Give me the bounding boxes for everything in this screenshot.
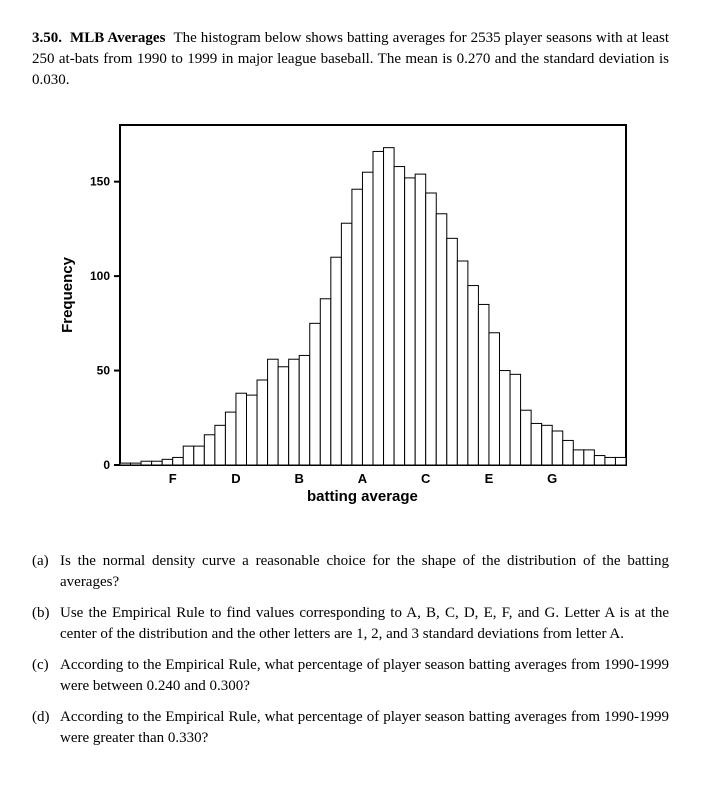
svg-text:0: 0 — [103, 458, 110, 472]
part-b-text: Use the Empirical Rule to find values co… — [60, 603, 669, 645]
svg-text:50: 50 — [97, 364, 111, 378]
svg-text:E: E — [485, 471, 494, 486]
histogram-chart: 0 50 100 150 Frequency F D B A C E Gbatting average — [42, 111, 669, 531]
svg-text:Frequency: Frequency — [59, 256, 76, 333]
part-d-marker: (d) — [32, 707, 60, 749]
part-c-marker: (c) — [32, 655, 60, 697]
part-a-text: Is the normal density curve a reasonable… — [60, 551, 669, 593]
part-a-marker: (a) — [32, 551, 60, 593]
part-d-text: According to the Empirical Rule, what pe… — [60, 707, 669, 749]
part-c-text: According to the Empirical Rule, what pe… — [60, 655, 669, 697]
svg-text:C: C — [421, 471, 431, 486]
problem-title: MLB Averages — [70, 30, 165, 46]
histogram-svg: 0 50 100 150 Frequency F D B A C E Gbatting average — [42, 111, 642, 531]
part-d: (d) According to the Empirical Rule, wha… — [32, 707, 669, 749]
part-b-marker: (b) — [32, 603, 60, 645]
svg-text:A: A — [358, 471, 368, 486]
svg-text:100: 100 — [90, 269, 110, 283]
svg-text:B: B — [295, 471, 304, 486]
svg-text:150: 150 — [90, 175, 110, 189]
svg-text:F: F — [169, 471, 177, 486]
problem-number: 3.50. — [32, 30, 62, 46]
part-a: (a) Is the normal density curve a reason… — [32, 551, 669, 593]
part-b: (b) Use the Empirical Rule to find value… — [32, 603, 669, 645]
problem-intro: 3.50. MLB Averages The histogram below s… — [32, 28, 669, 91]
part-c: (c) According to the Empirical Rule, wha… — [32, 655, 669, 697]
svg-text:batting average: batting average — [307, 488, 418, 505]
question-parts: (a) Is the normal density curve a reason… — [32, 551, 669, 749]
svg-text:G: G — [547, 471, 557, 486]
svg-text:D: D — [231, 471, 240, 486]
